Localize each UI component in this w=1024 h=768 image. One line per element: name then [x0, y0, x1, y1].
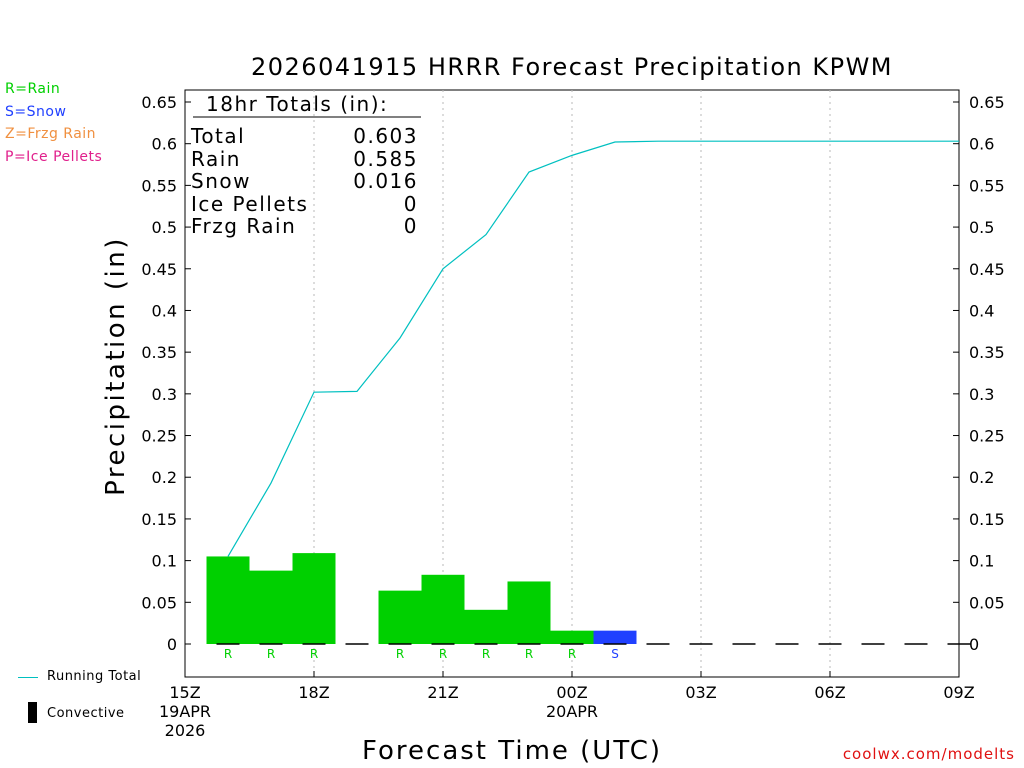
bars-group — [206, 553, 971, 645]
bar-type-label: R — [482, 647, 490, 661]
bar-type-label: R — [568, 647, 576, 661]
x-tick-label: 03Z — [685, 683, 716, 702]
y-tick-label-left: 0.3 — [152, 385, 177, 404]
bar-type-label: R — [396, 647, 404, 661]
x-tick-label: 00Z — [556, 683, 587, 702]
x-tick-label: 21Z — [427, 683, 458, 702]
y-tick-label-left: 0.05 — [141, 593, 177, 612]
x-tick-label: 20APR — [546, 702, 598, 721]
y-tick-label-right: 0.35 — [969, 343, 1005, 362]
precip-bar — [249, 570, 293, 644]
totals-label-rain: Rain — [191, 147, 241, 171]
y-tick-label-right: 0.5 — [969, 218, 994, 237]
totals-box: 18hr Totals (in): Total 0.603 Rain 0.585… — [190, 92, 421, 238]
y-tick-label-right: 0.3 — [969, 385, 994, 404]
x-tick-label: 18Z — [298, 683, 329, 702]
y-tick-label-left: 0.1 — [152, 552, 177, 571]
legend-key-rain: R=Rain — [5, 81, 61, 97]
x-tick-label: 19APR — [159, 702, 211, 721]
y-tick-label-right: 0.15 — [969, 510, 1005, 529]
grid-lines — [313, 90, 831, 677]
y-tick-label-left: 0.2 — [152, 468, 177, 487]
legend-key-snow: S=Snow — [5, 104, 67, 120]
totals-label-frzg: Frzg Rain — [191, 214, 296, 238]
x-tick-label: 15Z — [169, 683, 200, 702]
convective-legend: Convective — [47, 706, 125, 721]
precip-bar — [507, 581, 551, 644]
y-tick-label-right: 0.25 — [969, 427, 1005, 446]
totals-value-snow: 0.016 — [353, 169, 418, 193]
y-tick-label-right: 0.4 — [969, 301, 994, 320]
x-tick-label: 09Z — [943, 683, 974, 702]
totals-header: 18hr Totals (in): — [206, 92, 388, 116]
precip-bar — [206, 556, 250, 644]
bar-type-label: R — [310, 647, 318, 661]
precip-bar — [464, 609, 508, 644]
y-tick-label-right: 0.6 — [969, 135, 994, 154]
y-tick-label-left: 0.65 — [141, 93, 177, 112]
y-tick-label-right: 0.65 — [969, 93, 1005, 112]
site-credit: coolwx.com/modelts — [842, 745, 1015, 763]
legend-key-frzg-rain: Z=Frzg Rain — [5, 126, 97, 142]
y-tick-label-left: 0 — [167, 635, 177, 654]
convective-swatch — [28, 702, 37, 723]
totals-value-rain: 0.585 — [353, 147, 418, 171]
y-tick-label-left: 0.6 — [152, 135, 177, 154]
y-tick-label-left: 0.45 — [141, 260, 177, 279]
y-tick-label-left: 0.25 — [141, 427, 177, 446]
precip-bar — [378, 590, 422, 644]
y-tick-label-right: 0.45 — [969, 260, 1005, 279]
y-tick-label-left: 0.5 — [152, 218, 177, 237]
totals-label-ice: Ice Pellets — [191, 192, 308, 216]
y-tick-label-right: 0.05 — [969, 593, 1005, 612]
y-axis-left: 0 0.05 0.1 0.15 0.2 0.25 0.3 0.35 0.4 0.45 0.5 0.55… — [141, 93, 191, 654]
precip-bar — [421, 574, 465, 644]
running-total-swatch — [18, 677, 38, 678]
running-total-legend: Running Total — [47, 669, 142, 684]
totals-value-total: 0.603 — [353, 124, 418, 148]
y-tick-label-right: 0.55 — [969, 176, 1005, 195]
y-tick-label-right: 0.2 — [969, 468, 994, 487]
y-tick-label-right: 0.1 — [969, 552, 994, 571]
y-tick-label-left: 0.55 — [141, 176, 177, 195]
running-total-line — [227, 140, 959, 557]
y-tick-label-left: 0.4 — [152, 301, 177, 320]
totals-label-snow: Snow — [191, 169, 251, 193]
y-axis-right: 0 0.05 0.1 0.15 0.2 0.25 0.3 0.35 0.4 0.45 0.5 0.55… — [953, 93, 1005, 654]
x-tick-label: 06Z — [814, 683, 845, 702]
y-axis-label: Precipitation (in) — [101, 236, 131, 496]
bar-type-label: R — [267, 647, 275, 661]
bar-type-label: R — [224, 647, 232, 661]
y-tick-label-left: 0.35 — [141, 343, 177, 362]
precip-bar — [550, 630, 594, 644]
x-tick-label: 2026 — [165, 721, 206, 740]
chart-title: 2026041915 HRRR Forecast Precipitation K… — [251, 53, 893, 81]
bar-type-label: R — [439, 647, 447, 661]
totals-value-frzg: 0 — [404, 214, 418, 238]
precip-bar — [593, 630, 637, 644]
bar-type-label: R — [525, 647, 533, 661]
precip-bar — [292, 553, 336, 644]
x-axis-label: Forecast Time (UTC) — [362, 736, 662, 766]
y-tick-label-left: 0.15 — [141, 510, 177, 529]
legend-key-ice-pellets: P=Ice Pellets — [5, 149, 103, 165]
bar-type-label: S — [611, 647, 619, 661]
y-tick-label-right: 0 — [969, 635, 979, 654]
totals-label-total: Total — [190, 124, 245, 148]
totals-value-ice: 0 — [404, 192, 418, 216]
